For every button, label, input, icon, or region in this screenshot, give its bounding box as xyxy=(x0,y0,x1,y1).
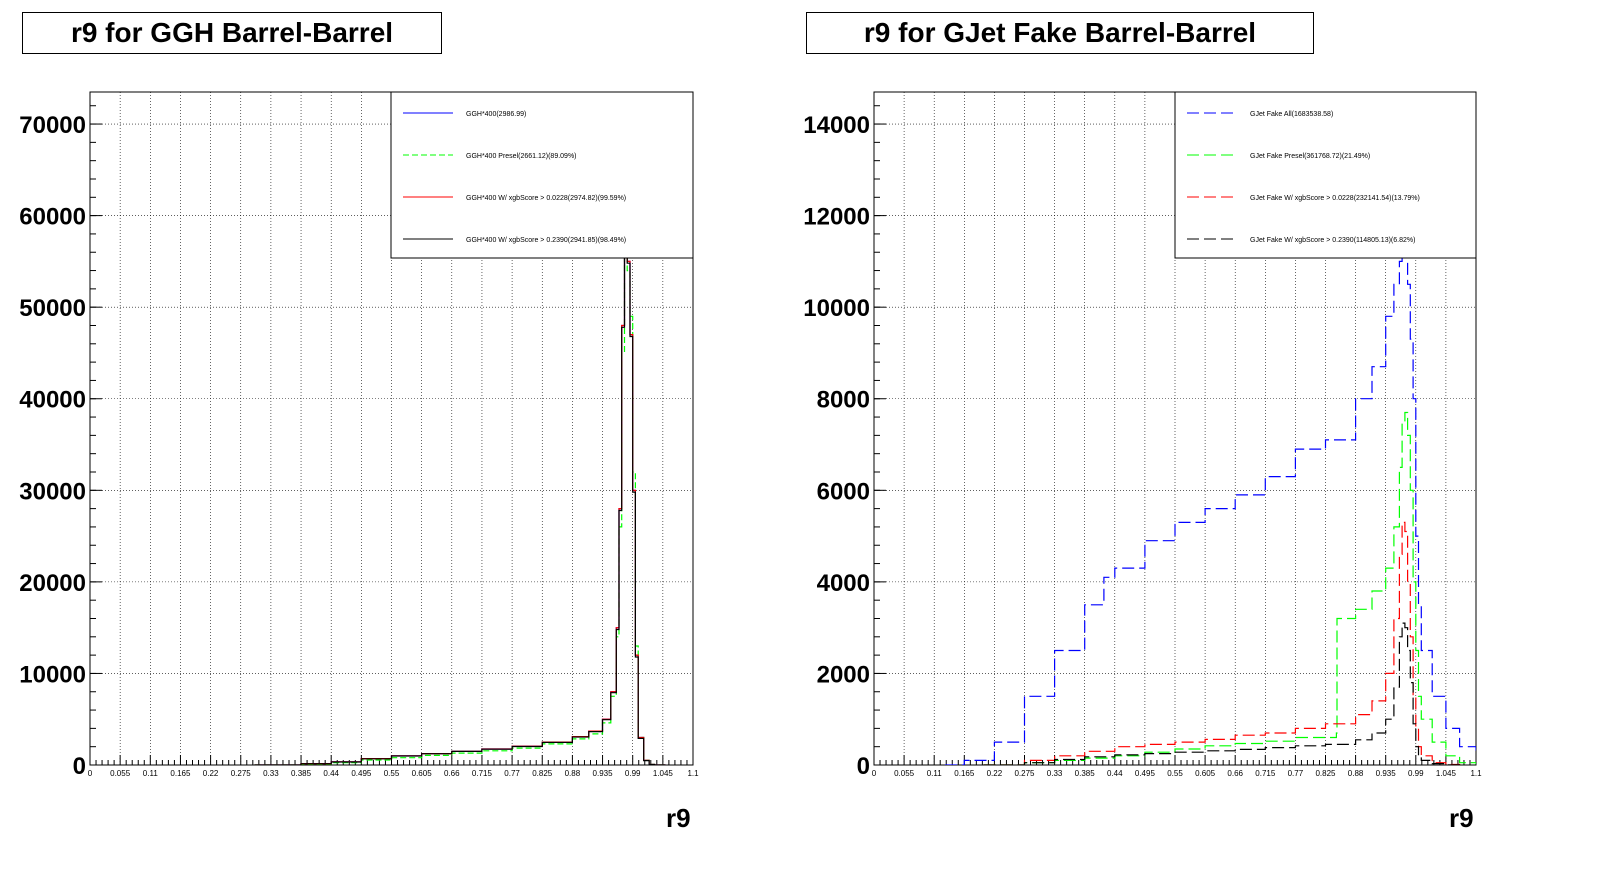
y-tick-label: 4000 xyxy=(817,570,870,597)
x-tick-label: 0.99 xyxy=(625,769,641,778)
x-tick-label: 0.11 xyxy=(927,769,943,778)
legend-entry: GGH*400 Presel(2661.12)(89.09%) xyxy=(466,153,577,160)
histogram-plot: 0 0.055 0.11 0.165 0.22 0.275 0.33 0.385 0.44 0.4… xyxy=(803,91,1482,780)
y-tick-label: 50000 xyxy=(19,295,86,322)
x-tick-label: 0.11 xyxy=(143,769,159,778)
legend-box xyxy=(1174,91,1477,259)
y-tick-label: 14000 xyxy=(803,112,870,139)
y-tick-label: 20000 xyxy=(19,570,86,597)
x-tick-label: 0.66 xyxy=(1227,769,1243,778)
x-tick-label: 0.22 xyxy=(203,769,219,778)
x-tick-label: 0.22 xyxy=(987,769,1003,778)
x-tick-label: 0.825 xyxy=(1315,769,1336,778)
legend-entry: GJet Fake All(1683538.58) xyxy=(1250,111,1333,118)
legend-entry: GGH*400(2986.99) xyxy=(466,111,526,118)
x-tick-label: 0.275 xyxy=(1014,769,1035,778)
chart-title: r9 for GGH Barrel-Barrel xyxy=(22,12,442,54)
legend-entry: GJet Fake W/ xgbScore > 0.2390(114805.13… xyxy=(1250,237,1415,244)
y-tick-label: 60000 xyxy=(19,204,86,231)
x-tick-label: 0.605 xyxy=(412,769,433,778)
y-tick-label: 8000 xyxy=(817,387,870,414)
x-axis-label: r9 xyxy=(666,803,691,833)
grid xyxy=(874,92,1476,765)
x-tick-label: 0.055 xyxy=(894,769,915,778)
legend-entry: GJet Fake Presel(361768.72)(21.49%) xyxy=(1250,153,1370,160)
x-tick-label: 0.44 xyxy=(1107,769,1123,778)
y-tick-label: 2000 xyxy=(817,661,870,688)
legend-entry: GGH*400 W/ xgbScore > 0.0228(2974.82)(99… xyxy=(466,195,626,202)
x-tick-label: 1.045 xyxy=(1436,769,1457,778)
series-line-2 xyxy=(983,521,1461,765)
x-tick-label: 0.33 xyxy=(1047,769,1063,778)
y-tick-label: 40000 xyxy=(19,387,86,414)
x-tick-label: 0.385 xyxy=(291,769,312,778)
chart-panel-gjet-fake: r9 for GJet Fake Barrel-Barrel 0 0.055 0.1… xyxy=(795,0,1598,874)
x-axis-label: r9 xyxy=(1449,803,1474,833)
legend-box xyxy=(390,91,694,259)
x-tick-label: 0 xyxy=(88,769,93,778)
x-tick-label: 1.1 xyxy=(1470,769,1482,778)
x-tick-label: 0.55 xyxy=(1167,769,1183,778)
y-tick-label: 10000 xyxy=(803,295,870,322)
legend: GGH*400(2986.99) GGH*400 Presel(2661.12)(… xyxy=(390,91,694,259)
legend: GJet Fake All(1683538.58) GJet Fake Prese… xyxy=(1174,91,1477,259)
x-tick-label: 0.715 xyxy=(1255,769,1276,778)
x-tick-label: 0.495 xyxy=(351,769,372,778)
x-tick-label: 0.33 xyxy=(263,769,279,778)
x-tick-label: 0.055 xyxy=(110,769,131,778)
x-tick-label: 0.99 xyxy=(1408,769,1424,778)
y-tick-label: 0 xyxy=(857,753,870,780)
x-tick-label: 0 xyxy=(872,769,877,778)
series-line-3 xyxy=(254,198,666,765)
x-tick-label: 0.715 xyxy=(472,769,493,778)
y-tick-label: 0 xyxy=(73,753,86,780)
histogram-plot: 0 0.055 0.11 0.165 0.22 0.275 0.33 0.385 0.44 0.4… xyxy=(19,91,699,780)
y-tick-label: 10000 xyxy=(19,661,86,688)
x-tick-label: 0.44 xyxy=(323,769,339,778)
y-tick-label: 30000 xyxy=(19,478,86,505)
x-tick-label: 0.66 xyxy=(444,769,460,778)
series-line-0 xyxy=(945,251,1476,765)
x-tick-label: 0.165 xyxy=(954,769,975,778)
x-tick-label: 0.385 xyxy=(1075,769,1096,778)
chart-panel-ggh: r9 for GGH Barrel-Barrel 0 0.055 0.11 0.165… xyxy=(0,0,790,874)
series-line-1 xyxy=(254,215,666,765)
x-tick-label: 0.495 xyxy=(1135,769,1156,778)
x-tick-label: 0.275 xyxy=(231,769,252,778)
x-tick-label: 0.165 xyxy=(170,769,191,778)
x-tick-label: 1.1 xyxy=(687,769,699,778)
x-tick-label: 0.88 xyxy=(1348,769,1364,778)
legend-entry: GJet Fake W/ xgbScore > 0.0228(232141.54… xyxy=(1250,195,1420,202)
x-tick-label: 0.77 xyxy=(504,769,520,778)
x-tick-label: 0.935 xyxy=(593,769,614,778)
legend-entry: GGH*400 W/ xgbScore > 0.2390(2941.85)(98… xyxy=(466,237,626,244)
y-tick-label: 12000 xyxy=(803,204,870,231)
x-tick-label: 0.55 xyxy=(384,769,400,778)
y-tick-label: 6000 xyxy=(817,478,870,505)
x-tick-label: 0.605 xyxy=(1195,769,1216,778)
x-tick-label: 0.825 xyxy=(532,769,553,778)
x-tick-label: 1.045 xyxy=(653,769,674,778)
y-tick-label: 70000 xyxy=(19,112,86,139)
x-tick-label: 0.77 xyxy=(1288,769,1304,778)
x-tick-label: 0.88 xyxy=(565,769,581,778)
chart-title: r9 for GJet Fake Barrel-Barrel xyxy=(806,12,1314,54)
series-line-3 xyxy=(983,622,1461,765)
x-tick-label: 0.935 xyxy=(1376,769,1397,778)
